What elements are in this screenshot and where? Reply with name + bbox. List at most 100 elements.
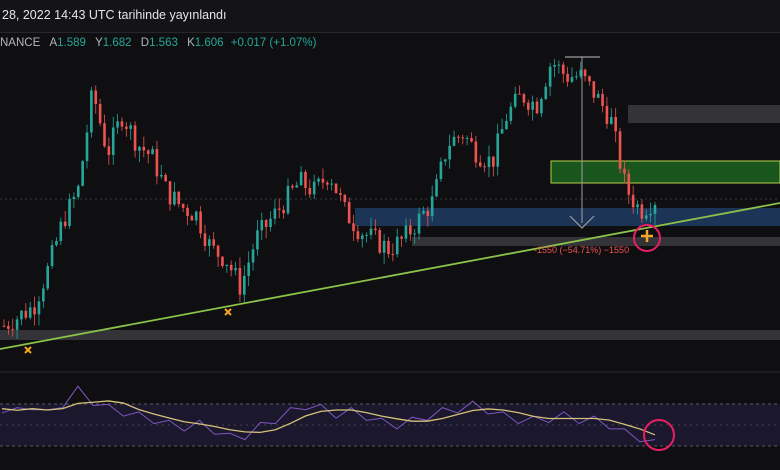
candle-body (2, 325, 6, 327)
open-value: 1.589 (57, 37, 86, 49)
candle-body (326, 182, 329, 185)
close-label: K (187, 37, 195, 49)
bounce-marker (641, 230, 653, 242)
candle-body (247, 262, 250, 276)
candle-body (151, 149, 154, 155)
candle-body (378, 230, 382, 253)
candle-body (317, 178, 320, 182)
candle-body (443, 159, 447, 162)
candle-body (273, 208, 277, 219)
candle-body (59, 221, 63, 242)
candle-body (448, 145, 451, 160)
candle-body (457, 136, 460, 138)
candle-body (334, 183, 338, 194)
candle-body (640, 204, 644, 219)
candle-body (365, 234, 368, 236)
candle-body (509, 106, 513, 121)
candle-body (203, 233, 207, 246)
candle-body (566, 73, 569, 82)
candle-body (24, 310, 28, 318)
candle-body (234, 267, 237, 271)
candle-body (404, 225, 408, 239)
candle-body (164, 174, 167, 182)
candle-body (63, 221, 67, 227)
candle-body (596, 93, 600, 98)
candle-body (251, 249, 255, 263)
candle-body (120, 121, 124, 127)
rsi-circle (643, 419, 675, 451)
candle-body (94, 90, 98, 105)
candle-body (7, 326, 10, 329)
candle-body (435, 179, 438, 197)
candle-body (649, 213, 652, 216)
high-label: Y (95, 37, 103, 49)
candle-body (50, 245, 54, 267)
candle-body (111, 127, 115, 155)
candle-body (81, 161, 84, 186)
candle-body (588, 76, 591, 82)
low-label: D (140, 37, 150, 49)
candle-body (339, 193, 342, 195)
candle-body (173, 191, 176, 205)
candle-body (208, 239, 211, 246)
candle-body (483, 166, 486, 168)
candle-body (474, 141, 478, 163)
candle-body (168, 181, 172, 205)
candle-body (583, 69, 587, 77)
candle-body (575, 76, 578, 78)
swing-low-marker-1 (24, 346, 32, 354)
candle-body (579, 69, 583, 77)
candle-body (553, 64, 556, 67)
candle-body (28, 307, 32, 318)
candle-body (286, 185, 290, 214)
candle-body (417, 213, 421, 234)
candle-body (478, 162, 482, 167)
candle-body (526, 102, 530, 110)
candle-body (125, 126, 128, 129)
candle-body (212, 239, 216, 246)
candle-body (129, 125, 133, 129)
candle-body (426, 210, 430, 217)
rsi-line (1, 385, 656, 443)
candle-body (177, 191, 181, 205)
rsi-ma-line (1, 400, 656, 436)
candle-body (369, 228, 373, 235)
ascending-trendline[interactable] (0, 202, 780, 350)
published-date: 28, 2022 14:43 UTC tarihinde yayınlandı (2, 8, 227, 22)
candle-body (33, 307, 36, 315)
exchange-name: NANCE (0, 37, 41, 49)
candle-body (98, 104, 102, 124)
candle-body (20, 310, 23, 320)
candle-body (46, 266, 49, 289)
bounce-circle (633, 224, 661, 252)
candle-body (518, 93, 521, 95)
resistance-zone (550, 160, 780, 184)
candle-body (238, 267, 242, 295)
top-bar: 28, 2022 14:43 UTC tarihinde yayınlandı (0, 0, 780, 33)
candle-body (42, 288, 45, 302)
candle-body (299, 171, 303, 186)
candle-body (190, 216, 194, 221)
swing-low-marker-2 (224, 308, 232, 316)
candle-body (146, 150, 150, 155)
candles-group (2, 59, 657, 339)
candle-body (653, 204, 657, 214)
candle-body (264, 219, 268, 227)
candle-body (295, 185, 299, 188)
candle-body (614, 117, 617, 132)
candle-body (133, 125, 137, 151)
candle-body (387, 240, 390, 255)
ohlc-legend: NANCE A1.589 Y1.682 D1.563 K1.606 +0.017… (0, 37, 316, 49)
candle-body (15, 319, 19, 330)
candle-body (142, 146, 146, 151)
candle-body (631, 194, 635, 208)
candle-body (72, 196, 76, 199)
candle-body (382, 240, 386, 253)
candle-body (321, 178, 325, 183)
candle-body (194, 211, 198, 221)
candle-body (592, 81, 596, 98)
candle-body (400, 236, 403, 239)
candle-body (243, 275, 246, 295)
candle-body (409, 225, 412, 235)
